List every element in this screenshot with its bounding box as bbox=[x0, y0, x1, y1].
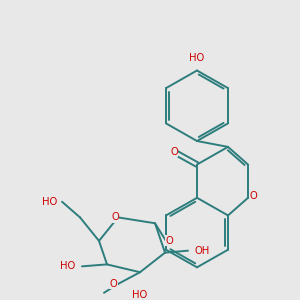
Text: OH: OH bbox=[195, 246, 210, 256]
Text: HO: HO bbox=[60, 261, 75, 271]
Text: HO: HO bbox=[132, 290, 148, 300]
Text: O: O bbox=[170, 147, 178, 157]
Text: O: O bbox=[110, 279, 117, 289]
Text: O: O bbox=[165, 236, 173, 246]
Text: HO: HO bbox=[189, 53, 205, 63]
Text: O: O bbox=[111, 212, 119, 222]
Text: HO: HO bbox=[42, 197, 58, 207]
Text: O: O bbox=[250, 191, 257, 201]
